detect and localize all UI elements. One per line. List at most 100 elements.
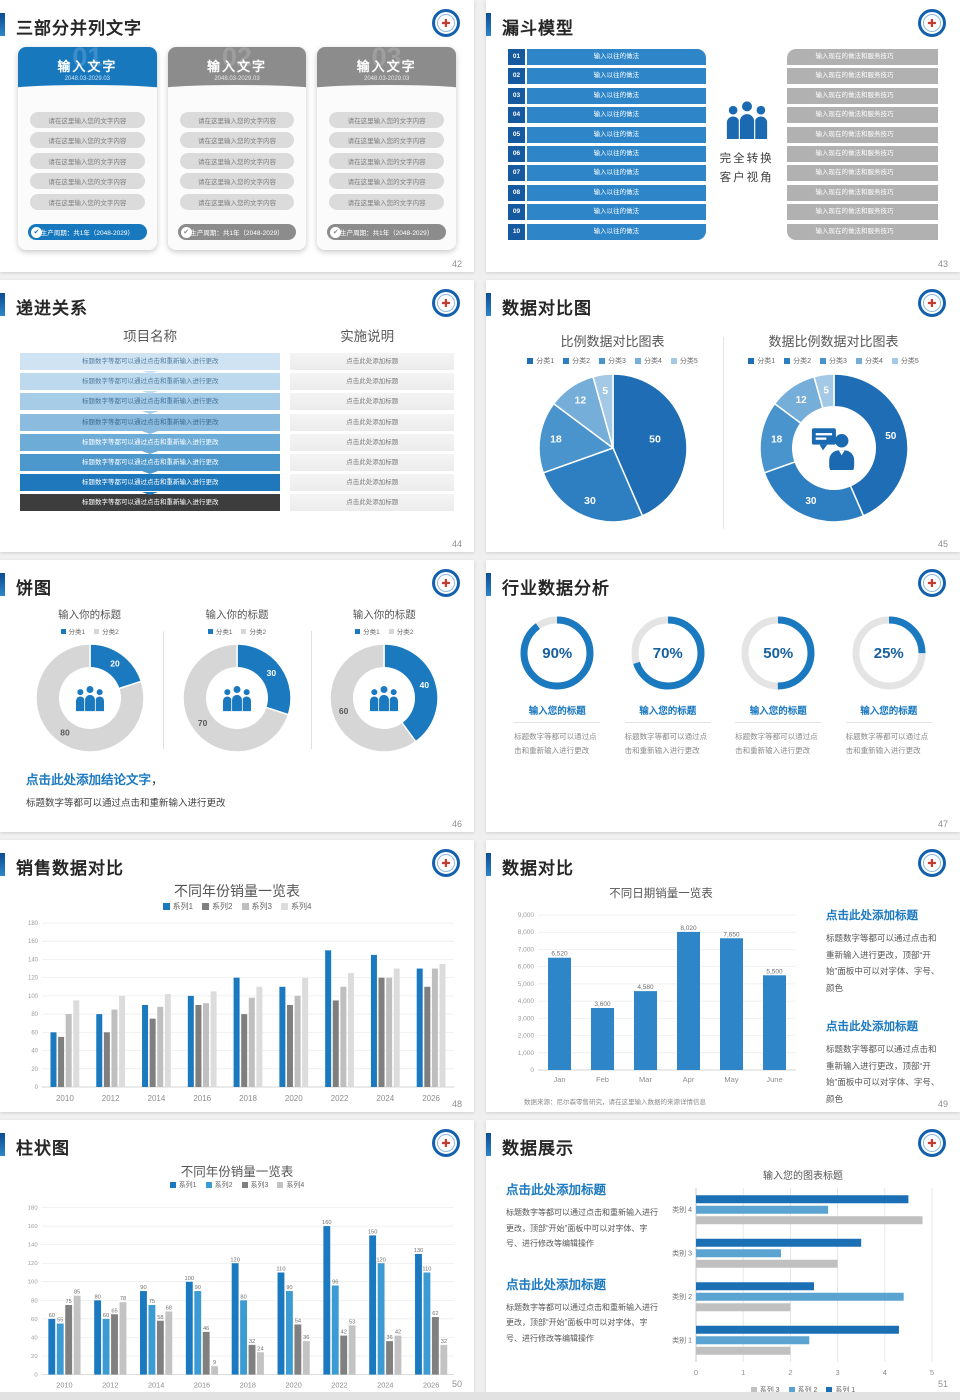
slide-51-data-display[interactable]: 数据展示 ✚ 点击此处添加标题 标题数字等都可以通过点击和重新输入进行更改，顶部“… [486,1120,960,1392]
hospital-logo-icon: ✚ [432,1129,460,1157]
text-pill: 请在这里输入您的文字内容 [30,111,145,128]
svg-text:3: 3 [836,1368,840,1377]
column-header-project: 项目名称 [123,329,178,344]
svg-text:110: 110 [276,1267,285,1273]
pie-chart-left: 比例数据对比图表 分类1 分类2 分类3 分类4 分类5 50 30 18 12 5 [502,323,723,529]
text-card[interactable]: 02 输入文字 2048.03-2029.03 请在这里输入您的文字内容 请在这里输入您… [167,47,307,250]
bar [696,1249,781,1258]
bar [140,1291,147,1375]
center-line-2: 客户视角 [719,172,774,185]
slide-45-data-comparison-pies[interactable]: 数据对比图 ✚ 比例数据对比图表 分类1 分类2 分类3 分类4 分类5 50 30 18 1… [486,280,960,552]
cross-glyph: ✚ [927,1137,937,1150]
svg-text:3,000: 3,000 [518,1015,535,1022]
progress-ring-wrap: 50% [740,615,816,691]
hospital-logo-icon: ✚ [432,569,460,597]
bar [50,1032,57,1087]
svg-text:100: 100 [28,994,39,1000]
chart-title: 不同日期销量一览表 [609,888,713,900]
slide-50-column-chart[interactable]: 柱状图 ✚ 不同年份销量一览表 系列1 系列2 系列3 系列4 0 20 40 60 80 10… [0,1120,474,1392]
legend-label: 分类4 [643,358,662,365]
funnel-left-bar: 输入以往的做法 [527,165,706,182]
slide-title: 数据对比 [502,859,574,878]
slide-43-funnel-model[interactable]: 漏斗模型 ✚ 01 输入以往的做法 02 输入以往的做法 03 输入以往的做法 04 输入以往… [486,0,960,272]
slide-title: 销售数据对比 [16,859,124,878]
legend-item: 系列 1 [826,1385,855,1392]
slide-47-industry-data-analysis[interactable]: 行业数据分析 ✚ 90% 输入您的标题 标题数字等都可以通过点击和重新输入进行更改 7… [486,560,960,832]
title-accent-bar [0,293,5,316]
vertical-divider [163,631,165,749]
ring-item: 50% 输入您的标题 标题数字等都可以通过点击和重新输入进行更改 [723,615,834,757]
funnel-left-row: 04 输入以往的做法 [508,107,706,124]
text-pill: 请在这里输入您的文字内容 [179,173,295,189]
text-pill: 请在这里输入您的文字内容 [30,132,145,148]
people-icon [726,100,767,147]
svg-text:类别 4: 类别 4 [672,1205,692,1214]
slide-42-three-part-text[interactable]: 三部分并列文字 ✚ 01 输入文字 2048.03-2029.03 请在这里输入您的文… [0,0,474,272]
svg-text:20: 20 [31,1067,38,1073]
bar [377,1263,385,1375]
chart-legend: 分类1 分类2 [207,626,266,636]
svg-text:0: 0 [694,1368,698,1377]
svg-text:150: 150 [368,1229,378,1235]
legend-swatch [241,1182,248,1188]
item-body: 标题数字等都可以通过点击和重新输入进行更改 [845,732,929,755]
legend-swatch [748,358,755,364]
legend-label: 系列1 [178,1182,197,1189]
svg-text:6,000: 6,000 [518,964,535,971]
pie-label: 18 [771,434,783,445]
slide-44-progressive-relation[interactable]: 递进关系 ✚ 项目名称 实施说明 标题数字等都可以通过点击和重新输入进行更改 点击… [0,280,474,552]
header-curve [317,85,457,95]
chevron-down-icon [142,410,159,414]
slide-48-sales-data-comparison[interactable]: 销售数据对比 ✚ 不同年份销量一览表 系列1 系列2 系列3 系列4 0 20 40 60 8… [0,840,474,1112]
text-pill: 请在这里输入您的文字内容 [30,173,145,189]
card-number: 02 [221,47,253,72]
svg-text:1: 1 [741,1368,745,1377]
percentage-value: 90% [542,644,573,662]
bar [285,1291,293,1375]
legend-swatch [162,903,170,910]
text-card[interactable]: 03 输入文字 2048.03-2029.03 请在这里输入您的文字内容 请在这里输入您… [317,47,457,250]
text-card[interactable]: 01 输入文字 2048.03-2029.03 请在这里输入您的文字内容 请在这里输入您… [18,47,157,250]
slide-title: 行业数据分析 [502,579,610,598]
card-title: 输入文字 [356,59,417,74]
slide-46-pie-charts[interactable]: 饼图 ✚ 输入你的标题 分类1 分类2 20 80 输入你的标题 分类1 分类2 30 70 输入你… [0,560,474,832]
svg-text:100: 100 [185,1276,195,1282]
donut-chart: 50 30 18 12 5 [758,372,910,529]
cross-glyph: ✚ [441,297,451,310]
bar [294,1324,302,1375]
pie-label: 50 [885,431,897,442]
legend-label: 分类5 [900,358,919,365]
bar [73,1000,80,1087]
svg-text:5,000: 5,000 [518,981,535,988]
slide-title: 柱状图 [16,1139,70,1158]
progress-ring [852,616,926,690]
bar [439,964,446,1087]
legend-label: 系列4 [286,1182,305,1189]
legend-label: 系列2 [214,1182,233,1189]
pie-label: 20 [110,659,120,669]
slide-49-data-comparison[interactable]: 数据对比 ✚ 不同日期销量一览表 0 1,000 2,000 3,000 4,000 5,… [486,840,960,1112]
legend-label: 分类1 [536,358,555,365]
implementation-cell: 点击此处添加标题 [290,393,454,411]
legend-swatch [241,628,247,634]
bar [302,1341,310,1375]
page-number: 43 [937,259,948,269]
bar [348,1325,356,1375]
conclusion-block: 点击此处添加结论文字， 标题数字等都可以通过点击和重新输入进行更改 [26,769,458,809]
text-pill: 请在这里输入您的文字内容 [179,132,295,148]
pie-chart-right: 数据比例数据对比图表 分类1 分类2 分类3 分类4 分类5 50 30 18 12 5 [723,323,944,529]
card-body: 请在这里输入您的文字内容 请在这里输入您的文字内容 请在这里输入您的文字内容 请在这里… [18,95,157,220]
bar-chart-panel: 不同日期销量一览表 0 1,000 2,000 3,000 4,000 5,000 6,00… [502,881,820,1112]
progress-ring [631,616,705,690]
svg-text:2020: 2020 [285,1380,301,1389]
legend-swatch [599,358,606,364]
bar [164,994,171,1087]
bar [331,1285,339,1375]
hospital-logo-icon: ✚ [918,289,946,317]
item-body: 标题数字等都可以通过点击和重新输入进行更改 [735,732,818,755]
svg-text:2024: 2024 [377,1380,393,1389]
svg-text:40: 40 [31,1049,38,1055]
svg-text:120: 120 [230,1257,240,1263]
svg-text:160: 160 [28,1224,39,1230]
